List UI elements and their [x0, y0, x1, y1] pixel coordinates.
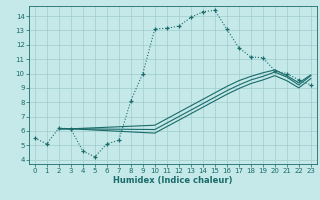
X-axis label: Humidex (Indice chaleur): Humidex (Indice chaleur) [113, 176, 233, 185]
